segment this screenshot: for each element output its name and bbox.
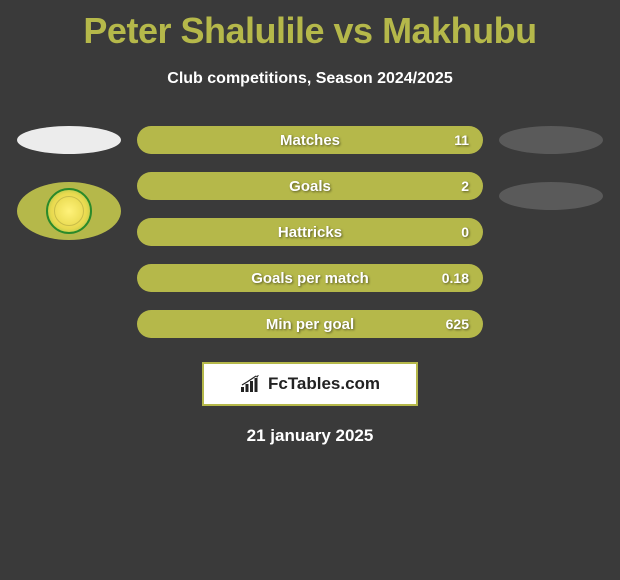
stat-label: Min per goal <box>266 316 354 333</box>
stat-label: Matches <box>280 132 340 149</box>
stat-value: 2 <box>461 178 469 194</box>
stats-bars: Matches 11 Goals 2 Hattricks 0 Goals per… <box>137 126 483 338</box>
brand-text: FcTables.com <box>268 374 380 394</box>
date-line: 21 january 2025 <box>0 426 620 446</box>
stat-label: Hattricks <box>278 224 342 241</box>
subtitle: Club competitions, Season 2024/2025 <box>0 70 620 88</box>
left-player-col <box>9 126 129 240</box>
brand-box: FcTables.com <box>202 362 418 406</box>
stat-bar: Matches 11 <box>137 126 483 154</box>
player-photo-placeholder-left <box>17 126 121 154</box>
stat-label: Goals per match <box>251 270 369 287</box>
club-badge-left <box>17 182 121 240</box>
stat-bar: Hattricks 0 <box>137 218 483 246</box>
stat-value: 625 <box>446 316 469 332</box>
comparison-row: Matches 11 Goals 2 Hattricks 0 Goals per… <box>0 126 620 338</box>
stat-value: 11 <box>454 132 469 148</box>
club-badge-inner-icon <box>46 188 92 234</box>
club-badge-placeholder-right <box>499 182 603 210</box>
stat-label: Goals <box>289 178 331 195</box>
stat-bar: Goals per match 0.18 <box>137 264 483 292</box>
page-title: Peter Shalulile vs Makhubu <box>0 0 620 52</box>
stat-value: 0 <box>461 224 469 240</box>
stat-bar: Goals 2 <box>137 172 483 200</box>
right-player-col <box>491 126 611 210</box>
brand-chart-icon <box>240 375 262 393</box>
stat-value: 0.18 <box>442 270 469 286</box>
player-photo-placeholder-right <box>499 126 603 154</box>
stat-bar: Min per goal 625 <box>137 310 483 338</box>
